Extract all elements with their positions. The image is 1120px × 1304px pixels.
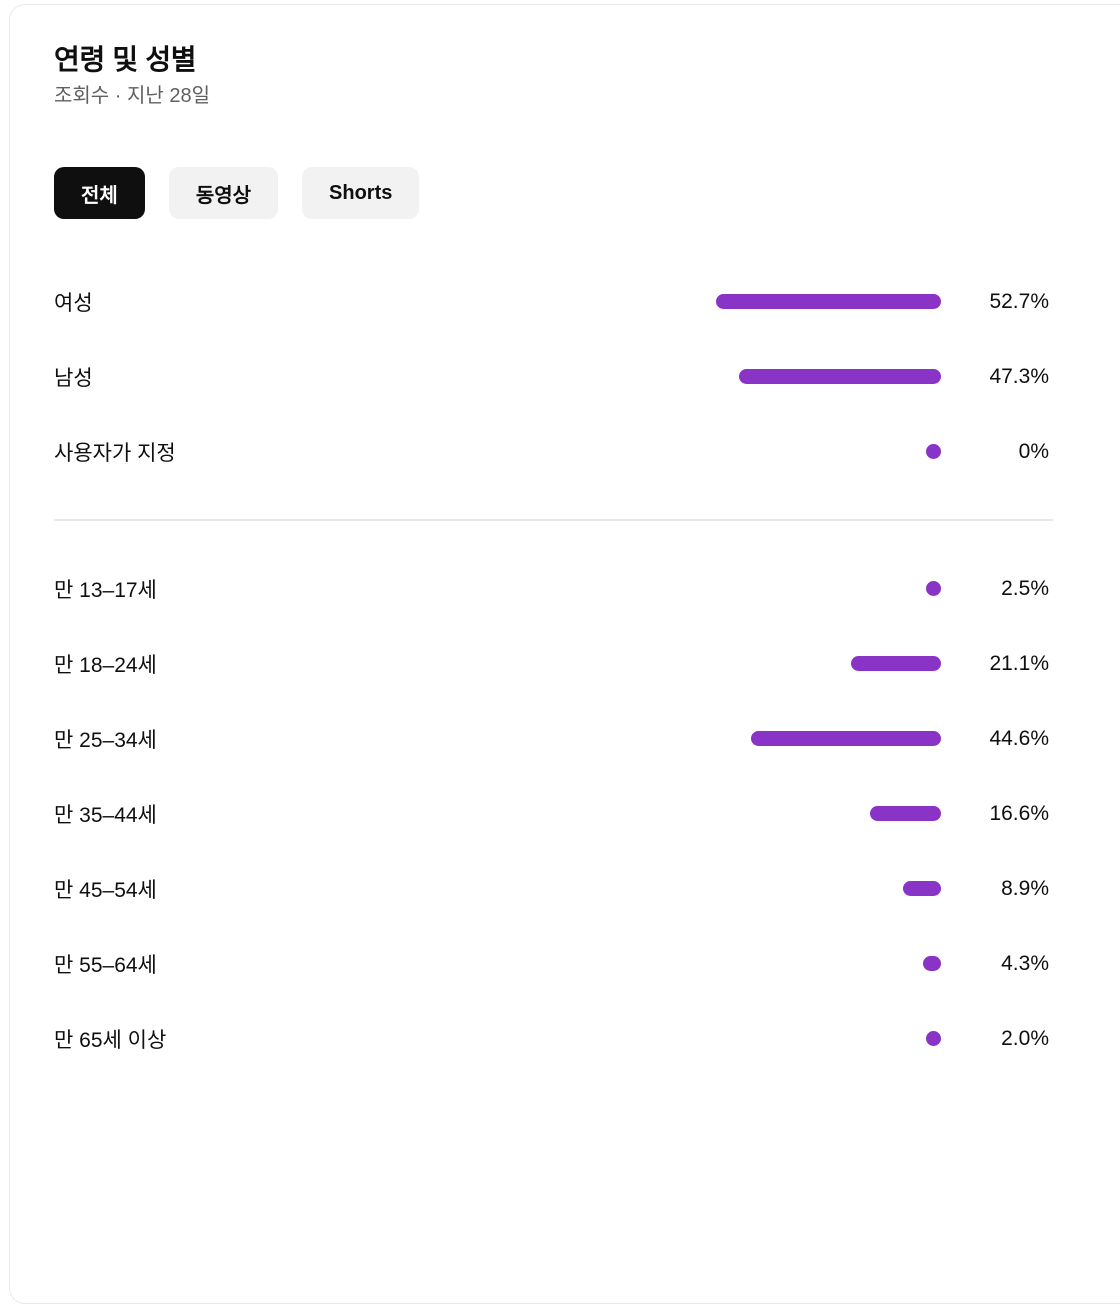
- percentage-bar: [850, 656, 941, 671]
- row-value: 16.6%: [989, 801, 1049, 825]
- bar-track: [514, 806, 941, 821]
- row-value: 2.0%: [1001, 1026, 1049, 1050]
- percentage-bar: [716, 294, 941, 309]
- age-row: 만 13–17세 2.5%: [54, 551, 1049, 626]
- bar-track: [514, 731, 941, 746]
- percentage-bar: [750, 731, 941, 746]
- age-gender-analytics-card: 연령 및 성별 조회수 · 지난 28일 전체 동영상 Shorts 여성 52.7%…: [9, 4, 1120, 1304]
- row-label: 만 25–34세: [54, 728, 157, 752]
- percentage-bar: [870, 806, 941, 821]
- row-label: 만 65세 이상: [54, 1028, 167, 1052]
- percentage-bar: [926, 581, 941, 596]
- age-row: 만 25–34세 44.6%: [54, 701, 1049, 776]
- percentage-bar: [922, 956, 941, 971]
- row-label: 사용자가 지정: [54, 441, 176, 465]
- percentage-bar: [926, 444, 941, 459]
- tab-shorts[interactable]: Shorts: [302, 167, 420, 219]
- age-row: 만 45–54세 8.9%: [54, 851, 1049, 926]
- bar-track: [514, 1031, 941, 1046]
- metric-period-subtitle: 조회수 · 지난 28일: [54, 85, 210, 107]
- percentage-bar: [926, 1031, 941, 1046]
- row-label: 만 35–44세: [54, 803, 157, 827]
- row-label: 여성: [54, 291, 93, 315]
- row-value: 2.5%: [1001, 576, 1049, 600]
- age-row: 만 55–64세 4.3%: [54, 926, 1049, 1001]
- gender-breakdown-section: 여성 52.7% 남성 47.3% 사용자가 지정 0%: [54, 264, 1049, 489]
- bar-track: [514, 581, 941, 596]
- bar-track: [514, 956, 941, 971]
- bar-track: [514, 294, 941, 309]
- row-label: 만 55–64세: [54, 953, 157, 977]
- row-value: 52.7%: [989, 289, 1049, 313]
- row-value: 21.1%: [989, 651, 1049, 675]
- row-value: 8.9%: [1001, 876, 1049, 900]
- age-breakdown-section: 만 13–17세 2.5% 만 18–24세 21.1% 만 25–34세 44.6% 만 …: [54, 551, 1049, 1076]
- row-label: 남성: [54, 366, 93, 390]
- page-title: 연령 및 성별: [54, 44, 197, 75]
- gender-row: 사용자가 지정 0%: [54, 414, 1049, 489]
- row-label: 만 45–54세: [54, 878, 157, 902]
- bar-track: [514, 656, 941, 671]
- section-divider: [54, 519, 1053, 521]
- bar-track: [514, 444, 941, 459]
- row-label: 만 13–17세: [54, 578, 157, 602]
- card-content: 연령 및 성별 조회수 · 지난 28일 전체 동영상 Shorts 여성 52.7%…: [54, 43, 1053, 1076]
- row-value: 4.3%: [1001, 951, 1049, 975]
- row-value: 0%: [1018, 439, 1049, 463]
- gender-row: 여성 52.7%: [54, 264, 1049, 339]
- row-value: 47.3%: [989, 364, 1049, 388]
- tab-all[interactable]: 전체: [54, 167, 145, 219]
- row-value: 44.6%: [989, 726, 1049, 750]
- gender-row: 남성 47.3%: [54, 339, 1049, 414]
- content-filter-tabs: 전체 동영상 Shorts: [54, 167, 1049, 219]
- age-row: 만 35–44세 16.6%: [54, 776, 1049, 851]
- percentage-bar: [739, 369, 941, 384]
- bar-track: [514, 369, 941, 384]
- bar-track: [514, 881, 941, 896]
- age-row: 만 65세 이상 2.0%: [54, 1001, 1049, 1076]
- tab-videos[interactable]: 동영상: [168, 167, 279, 219]
- percentage-bar: [903, 881, 941, 896]
- age-row: 만 18–24세 21.1%: [54, 626, 1049, 701]
- row-label: 만 18–24세: [54, 653, 157, 677]
